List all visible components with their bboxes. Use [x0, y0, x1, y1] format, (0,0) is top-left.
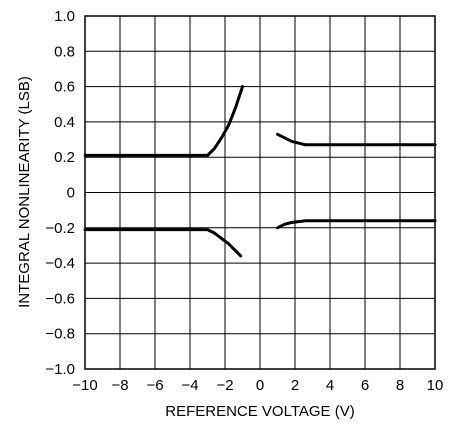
x-tick-label: −2 — [216, 377, 233, 394]
y-tick-label: −0.6 — [45, 290, 75, 307]
y-tick-label: 0 — [67, 185, 75, 202]
grid — [84, 15, 436, 370]
y-axis-label: INTEGRAL NONLINEARITY (LSB) — [16, 76, 33, 308]
y-tick-label: 0.4 — [54, 114, 75, 131]
x-axis-label: REFERENCE VOLTAGE (V) — [165, 403, 354, 420]
x-tick-label: 0 — [256, 377, 264, 394]
y-tick-label: −0.8 — [45, 326, 75, 343]
x-tick-label: −10 — [72, 377, 97, 394]
x-tick-label: 4 — [326, 377, 334, 394]
y-tick-label: −0.4 — [45, 255, 75, 272]
x-tick-label: −4 — [181, 377, 198, 394]
x-tick-label: −6 — [146, 377, 163, 394]
y-tick-label: −0.2 — [45, 220, 75, 237]
curves — [83, 85, 437, 258]
inl-curve-2 — [83, 228, 243, 258]
x-tick-labels: −10 −8 −6 −4 −2 0 2 4 6 8 10 — [72, 377, 443, 394]
y-tick-label: 0.6 — [54, 79, 75, 96]
y-tick-labels: 1.0 0.8 0.6 0.4 0.2 0 −0.2 −0.4 −0.6 −0.8 −1.0 — [45, 8, 75, 378]
plot-frame — [84, 15, 436, 370]
x-tick-label: 2 — [291, 377, 299, 394]
y-tick-label: 0.8 — [54, 43, 75, 60]
y-tick-label: −1.0 — [45, 361, 75, 378]
x-tick-label: 10 — [427, 377, 444, 394]
inl-curve-4 — [276, 219, 437, 230]
inl-curve-1 — [83, 85, 244, 157]
y-tick-label: 0.2 — [54, 149, 75, 166]
x-tick-label: −8 — [111, 377, 128, 394]
inl-curve-3 — [276, 132, 437, 147]
y-tick-label: 1.0 — [54, 8, 75, 25]
x-tick-label: 6 — [361, 377, 369, 394]
x-tick-label: 8 — [396, 377, 404, 394]
